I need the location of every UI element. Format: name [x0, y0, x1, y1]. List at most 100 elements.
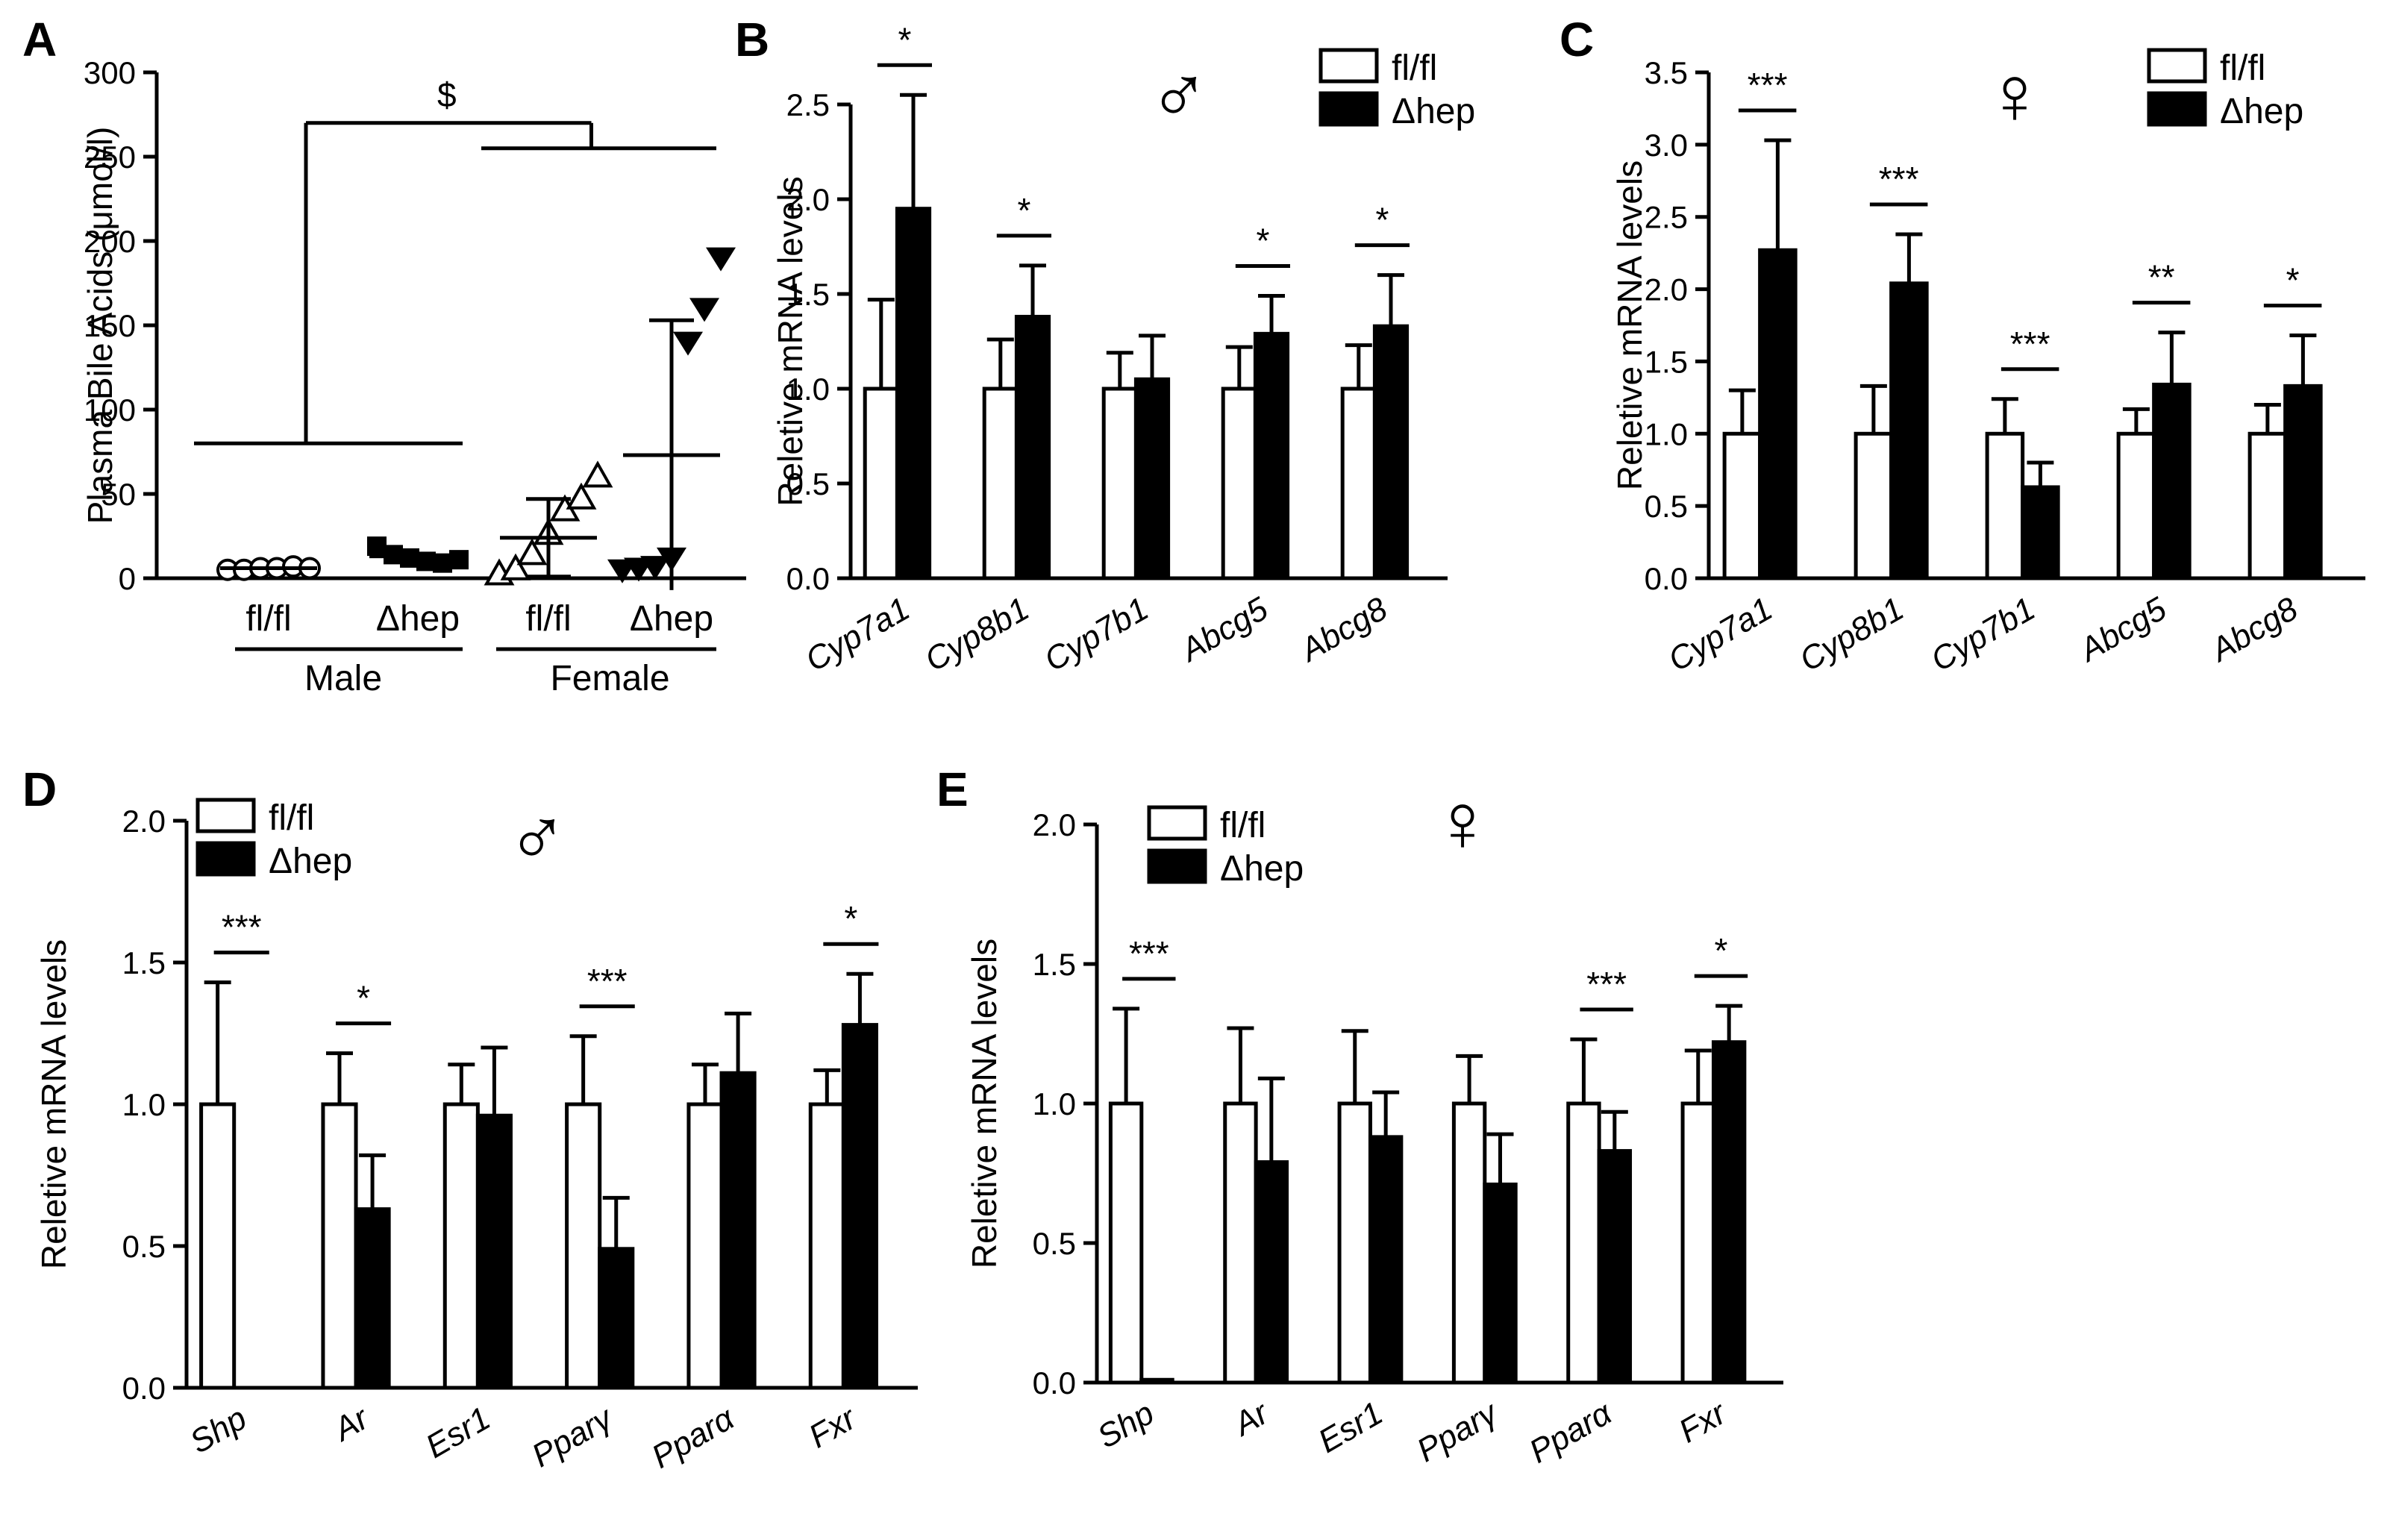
category-label: Pparγ [526, 1399, 621, 1474]
bar-flfl [199, 1102, 237, 1390]
y-axis-label: Reletive mRNA levels [965, 939, 1004, 1268]
bar-dhep [354, 1207, 391, 1390]
category-label: Ar [1226, 1394, 1276, 1444]
data-point [582, 460, 613, 488]
y-tick-label: 2.0 [1033, 807, 1076, 842]
data-point [640, 556, 670, 580]
bar-dhep [2152, 382, 2192, 580]
y-tick-label: 3.5 [1645, 55, 1688, 90]
y-tick-label: 1.0 [122, 1087, 166, 1122]
panel-letter: E [936, 763, 969, 816]
category-label: Δhep [630, 599, 713, 639]
sex-symbol: ♂ [1148, 49, 1210, 141]
y-tick-label: 150 [84, 308, 136, 343]
significance-label: *** [587, 962, 628, 1001]
y-tick-label: 0.5 [122, 1229, 166, 1264]
y-tick-label: 0.5 [1033, 1226, 1076, 1261]
y-tick-label: 1.0 [1645, 416, 1688, 451]
significance-label: *** [1748, 66, 1788, 104]
bar-dhep [895, 207, 932, 580]
bar-dhep [1139, 1377, 1174, 1385]
bar-dhep [1483, 1182, 1518, 1385]
panel-c: C 0.0 0.5 1.0 1.5 2.0 2.5 3.0 3.5 Reletive mRNA l… [1560, 13, 2365, 678]
sex-symbol: ♂ [507, 792, 569, 883]
legend-label: fl/fl [2220, 48, 2265, 88]
significance-label: *** [1129, 934, 1169, 973]
sex-symbol: ♀ [1432, 777, 1494, 868]
category-label: Pparγ [1411, 1394, 1506, 1469]
y-tick-label: 0 [119, 561, 136, 596]
bar-flfl [2247, 431, 2288, 580]
y-tick-label: 300 [84, 55, 136, 90]
significance-label: * [898, 20, 911, 59]
bar-flfl [1223, 1101, 1258, 1385]
bar-dhep [2283, 384, 2323, 580]
data-point [706, 247, 736, 272]
y-tick-label: 50 [101, 477, 136, 512]
category-label: Esr1 [420, 1400, 497, 1465]
bar-flfl [1221, 386, 1257, 580]
category-label: Abcg8 [2203, 590, 2304, 670]
y-tick-label: 2.0 [122, 804, 166, 839]
category-label: Abcg5 [2071, 590, 2173, 670]
legend-label: fl/fl [269, 798, 314, 838]
data-point [516, 538, 548, 566]
category-label: Cyp7a1 [1662, 590, 1779, 678]
bar-dhep [1758, 248, 1798, 580]
significance-label: *** [2010, 325, 2050, 363]
significance-label: $ [437, 75, 457, 114]
y-tick-label: 1.5 [786, 277, 830, 312]
y-tick-label: 0.5 [1645, 489, 1688, 524]
y-axis-label: Reletive mRNA levels [771, 176, 810, 506]
bar-flfl [1722, 431, 1762, 580]
category-label: Abcg5 [1173, 590, 1274, 670]
bar-dhep [719, 1071, 757, 1390]
bar-flfl [1985, 431, 2025, 580]
legend-swatch-flfl [2147, 48, 2207, 84]
panel-letter: B [735, 13, 769, 66]
category-label: Fxr [1673, 1394, 1734, 1450]
bar-flfl [321, 1102, 358, 1390]
category-label: Shp [1091, 1395, 1160, 1456]
data-point [367, 536, 387, 557]
category-label: Cyp8b1 [919, 590, 1036, 678]
category-label: fl/fl [245, 599, 291, 639]
bar-flfl [565, 1102, 602, 1390]
significance-label: * [2286, 261, 2300, 300]
bar-dhep [1253, 331, 1290, 580]
bar-flfl [1451, 1101, 1487, 1385]
bar-flfl [863, 386, 899, 580]
panel-d: D 0.0 0.5 1.0 1.5 2.0 Reletive mRNA levels *** S… [22, 763, 918, 1476]
category-label: Δhep [376, 599, 460, 639]
bar-flfl [686, 1102, 724, 1390]
data-point [673, 331, 703, 356]
y-tick-label: 0.0 [1033, 1365, 1076, 1400]
legend-swatch-flfl [1318, 48, 1379, 84]
y-tick-label: 1.5 [122, 945, 166, 980]
data-point [500, 553, 531, 580]
bar-flfl [1108, 1101, 1144, 1385]
significance-label: * [1715, 931, 1728, 970]
bar-dhep [598, 1247, 635, 1390]
sex-symbol: ♀ [1984, 49, 2046, 141]
legend-swatch-dhep [1147, 848, 1207, 884]
y-axis-label: Reletive mRNA levels [34, 939, 73, 1269]
legend-swatch-dhep [2147, 91, 2207, 127]
legend-swatch-dhep [195, 841, 256, 877]
legend-label: Δhep [1392, 92, 1475, 131]
bar-dhep [1711, 1040, 1747, 1385]
category-label: Cyp7b1 [1039, 590, 1155, 678]
bar-flfl [982, 386, 1019, 580]
category-label: Cyp8b1 [1794, 590, 1910, 678]
group-label: Female [550, 659, 669, 698]
y-tick-label: 100 [84, 392, 136, 428]
bar-dhep [1889, 281, 1929, 580]
y-tick-label: 250 [84, 140, 136, 175]
significance-label: * [844, 899, 857, 938]
data-point [449, 550, 469, 570]
y-tick-label: 0.0 [122, 1371, 166, 1406]
significance-label: * [357, 979, 370, 1018]
panel-a: A 0 50 100 150 200 250 300 Plasma Bile Acids (μm… [22, 13, 746, 698]
bar-dhep [1368, 1135, 1404, 1385]
